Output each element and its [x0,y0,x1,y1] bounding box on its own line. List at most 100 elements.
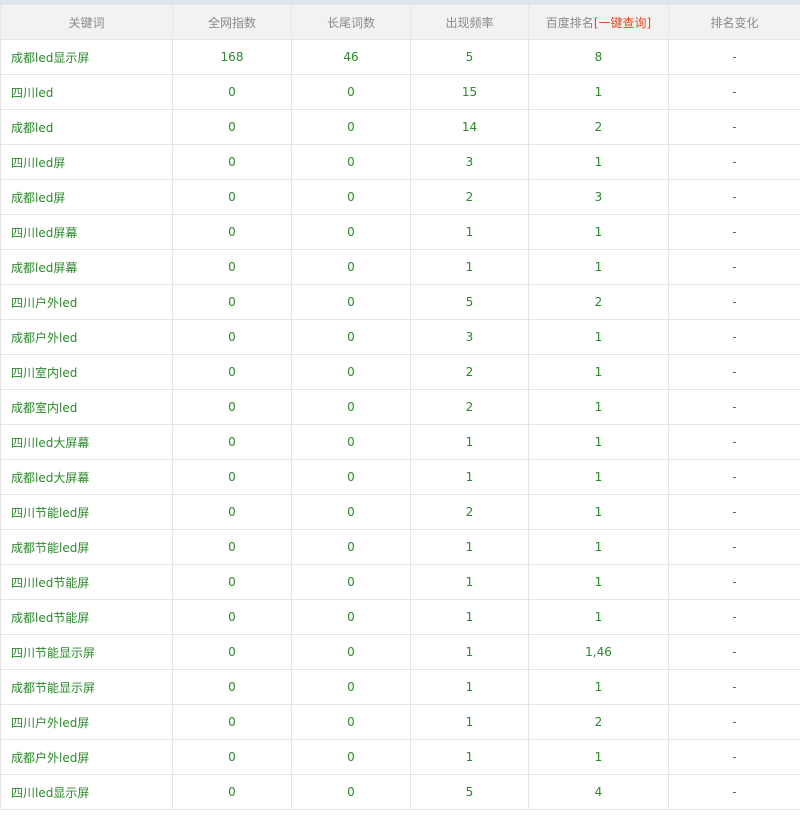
keyword-cell: 四川户外led [0,284,173,320]
baidu-rank-cell: 1 [528,389,669,425]
table-row: 成都户外led 0 0 3 1- [0,319,800,355]
table-row: 成都户外led屏 0 0 1 1- [0,739,800,775]
keyword-cell: 四川led屏幕 [0,214,173,250]
baidu-rank-cell: 1 [528,459,669,495]
frequency-cell: 1 [410,704,529,740]
rank-change-cell: - [668,249,800,285]
keyword-cell: 成都户外led屏 [0,739,173,775]
keyword-cell: 四川led大屏幕 [0,424,173,460]
keyword-cell: 成都节能显示屏 [0,669,173,705]
frequency-cell: 3 [410,144,529,180]
table-row: 成都节能led屏 0 0 1 1- [0,529,800,565]
total-index-cell: 0 [172,249,292,285]
longtail-cell: 0 [291,424,411,460]
table-row: 四川室内led 0 0 2 1- [0,354,800,390]
rank-change-cell: - [668,774,800,810]
baidu-rank-cell: 1 [528,354,669,390]
baidu-rank-cell: 1 [528,739,669,775]
keyword-cell: 成都节能led屏 [0,529,173,565]
rank-change-cell: - [668,564,800,600]
longtail-cell: 0 [291,704,411,740]
total-index-cell: 0 [172,284,292,320]
keyword-cell: 四川led屏 [0,144,173,180]
table-row: 成都室内led 0 0 2 1- [0,389,800,425]
frequency-cell: 1 [410,739,529,775]
baidu-rank-cell: 1 [528,249,669,285]
total-index-cell: 0 [172,494,292,530]
frequency-cell: 5 [410,284,529,320]
frequency-cell: 1 [410,459,529,495]
frequency-cell: 2 [410,354,529,390]
longtail-cell: 46 [291,39,411,75]
keyword-cell: 四川户外led屏 [0,704,173,740]
header-frequency: 出现频率 [410,4,529,40]
keyword-cell: 四川led节能屏 [0,564,173,600]
longtail-cell: 0 [291,389,411,425]
longtail-cell: 0 [291,354,411,390]
rank-change-cell: - [668,424,800,460]
keyword-cell: 成都led大屏幕 [0,459,173,495]
table-row: 四川节能led屏 0 0 2 1- [0,494,800,530]
keyword-cell: 四川led [0,74,173,110]
table-row: 四川led大屏幕 0 0 1 1- [0,424,800,460]
total-index-cell: 0 [172,389,292,425]
longtail-cell: 0 [291,179,411,215]
total-index-cell: 0 [172,459,292,495]
longtail-cell: 0 [291,599,411,635]
rank-change-cell: - [668,74,800,110]
frequency-cell: 5 [410,39,529,75]
longtail-cell: 0 [291,319,411,355]
header-longtail: 长尾词数 [291,4,411,40]
frequency-cell: 2 [410,494,529,530]
frequency-cell: 1 [410,214,529,250]
keyword-cell: 成都led [0,109,173,145]
frequency-cell: 2 [410,389,529,425]
table-row: 四川led屏幕 0 0 1 1- [0,214,800,250]
longtail-cell: 0 [291,774,411,810]
baidu-rank-cell: 2 [528,284,669,320]
longtail-cell: 0 [291,494,411,530]
keyword-cell: 四川节能显示屏 [0,634,173,670]
baidu-rank-cell: 1,46 [528,634,669,670]
rank-change-cell: - [668,704,800,740]
baidu-rank-cell: 1 [528,564,669,600]
total-index-cell: 0 [172,634,292,670]
header-keyword: 关键词 [0,4,173,40]
frequency-cell: 1 [410,564,529,600]
baidu-rank-cell: 1 [528,599,669,635]
baidu-rank-cell: 4 [528,774,669,810]
keyword-cell: 四川节能led屏 [0,494,173,530]
table-row: 四川led节能屏 0 0 1 1- [0,564,800,600]
rank-change-cell: - [668,459,800,495]
table-row: 成都led屏幕 0 0 1 1- [0,249,800,285]
baidu-rank-cell: 1 [528,144,669,180]
longtail-cell: 0 [291,529,411,565]
baidu-rank-cell: 1 [528,424,669,460]
frequency-cell: 2 [410,179,529,215]
longtail-cell: 0 [291,214,411,250]
rank-change-cell: - [668,144,800,180]
rank-change-cell: - [668,389,800,425]
table-row: 四川节能显示屏 0 0 1 1,46- [0,634,800,670]
rank-change-cell: - [668,179,800,215]
table-row: 成都led屏 0 0 2 3- [0,179,800,215]
longtail-cell: 0 [291,144,411,180]
total-index-cell: 168 [172,39,292,75]
total-index-cell: 0 [172,774,292,810]
baidu-rank-cell: 1 [528,494,669,530]
rank-change-cell: - [668,214,800,250]
longtail-cell: 0 [291,669,411,705]
keyword-cell: 成都led显示屏 [0,39,173,75]
frequency-cell: 1 [410,599,529,635]
total-index-cell: 0 [172,74,292,110]
baidu-rank-cell: 1 [528,74,669,110]
total-index-cell: 0 [172,424,292,460]
one-click-query-link[interactable]: [一键查询] [593,15,652,30]
rank-change-cell: - [668,354,800,390]
longtail-cell: 0 [291,109,411,145]
total-index-cell: 0 [172,354,292,390]
longtail-cell: 0 [291,634,411,670]
frequency-cell: 5 [410,774,529,810]
total-index-cell: 0 [172,144,292,180]
frequency-cell: 3 [410,319,529,355]
